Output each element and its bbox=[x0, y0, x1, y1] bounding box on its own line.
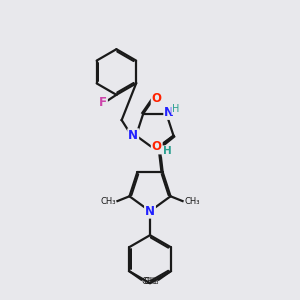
Text: CH₃: CH₃ bbox=[184, 196, 200, 206]
Text: O: O bbox=[152, 92, 162, 105]
Text: N: N bbox=[145, 205, 155, 218]
Text: H: H bbox=[163, 146, 171, 156]
Text: H: H bbox=[172, 104, 179, 114]
Text: CH₃: CH₃ bbox=[100, 196, 116, 206]
Text: O: O bbox=[152, 140, 162, 154]
Text: F: F bbox=[99, 95, 107, 109]
Text: CH₃: CH₃ bbox=[141, 278, 157, 286]
Text: N: N bbox=[128, 129, 138, 142]
Text: CH₃: CH₃ bbox=[143, 278, 159, 286]
Text: N: N bbox=[164, 106, 174, 119]
